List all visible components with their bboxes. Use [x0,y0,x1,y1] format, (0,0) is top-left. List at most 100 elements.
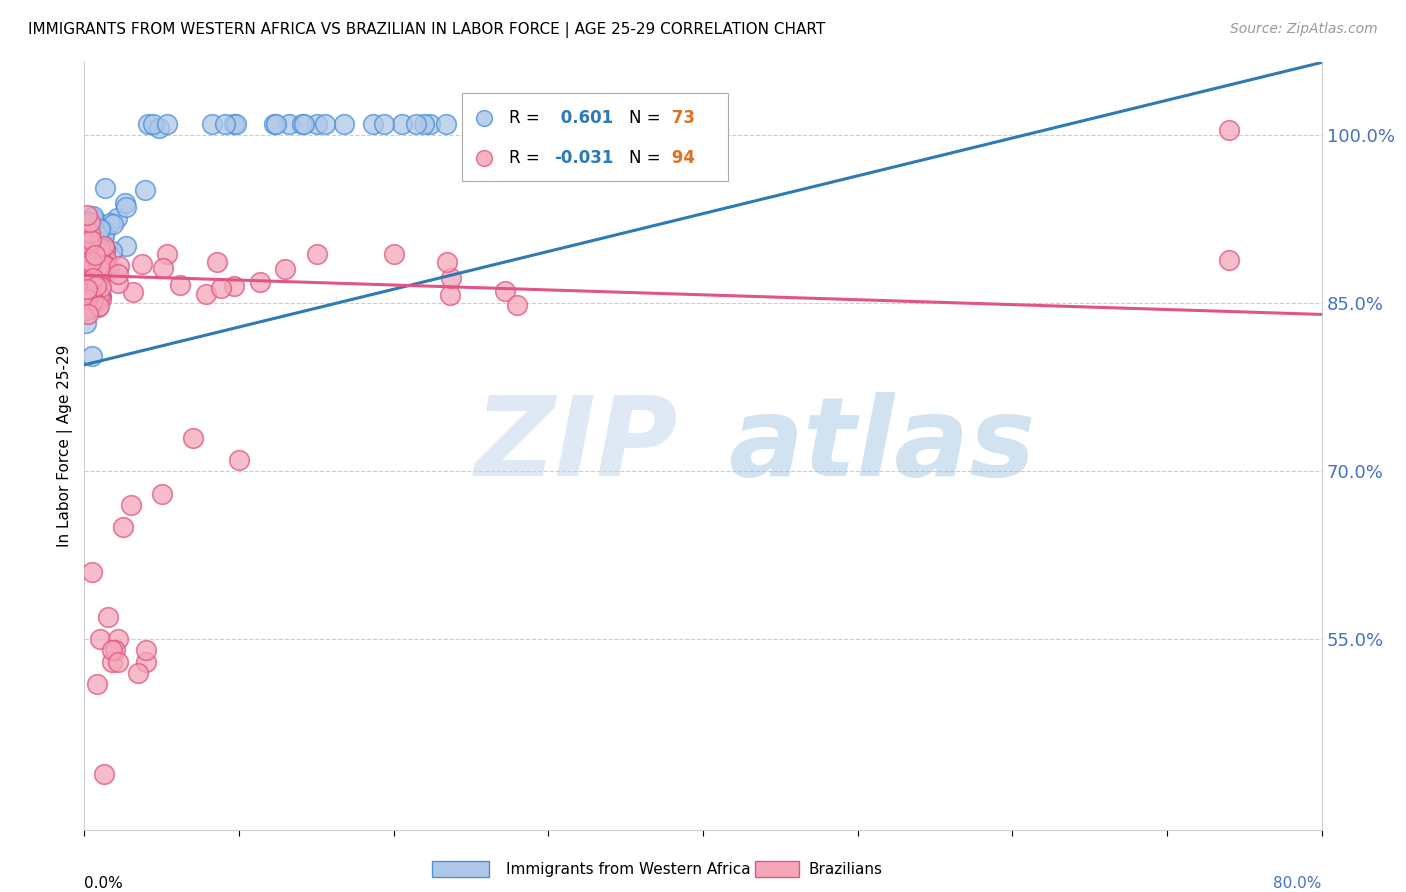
Text: R =: R = [509,109,540,127]
Point [107,655,129,669]
Point [382,247,405,261]
Y-axis label: In Labor Force | Age 25-29: In Labor Force | Age 25-29 [58,345,73,547]
Point [76,289,98,303]
Point [305,117,328,131]
Point [75,277,97,292]
Point [405,117,427,131]
Point [105,211,128,225]
Point [86,677,108,691]
Point [86,230,108,244]
Point [77,244,100,258]
Point [76,208,98,222]
Point [89,241,111,255]
Point [75,250,97,264]
Point [114,195,136,210]
Text: 0.0%: 0.0% [84,876,124,890]
Point [89,262,111,277]
Point [114,200,136,214]
Point [263,117,285,131]
Point [75,290,97,304]
Point [80,233,103,247]
Point [75,280,97,294]
Point [80,298,103,312]
Text: 80.0%: 80.0% [1274,876,1322,890]
Point [363,117,385,131]
Point [84,279,107,293]
Point [94,181,117,195]
Point [80,270,103,285]
Point [84,236,107,251]
Point [76,307,98,321]
Point [76,271,98,285]
Point [89,247,111,261]
Point [333,117,356,131]
Point [224,279,246,293]
Point [75,261,97,276]
Point [84,248,107,262]
Point [572,209,595,223]
Point [79,227,101,241]
Point [156,117,179,131]
Point [436,255,458,269]
Point [75,252,97,267]
Text: R =: R = [509,149,540,167]
Bar [432,861,489,877]
Point [86,275,108,289]
Point [79,253,101,268]
Point [434,117,457,131]
Point [156,247,179,261]
Point [79,285,101,300]
Point [107,277,129,291]
Point [373,117,395,131]
Point [94,244,117,258]
Point [127,665,149,680]
Text: Source: ZipAtlas.com: Source: ZipAtlas.com [1230,22,1378,37]
Point [86,215,108,229]
Point [506,298,529,312]
Point [249,275,271,289]
Text: Brazilians: Brazilians [808,863,883,877]
Point [201,117,224,131]
Point [98,216,121,230]
Point [75,267,97,281]
Point [87,299,110,313]
Point [572,267,595,281]
Point [76,230,98,244]
Point [439,287,461,301]
Point [291,117,314,131]
Point [89,245,111,260]
Point [76,285,98,299]
Point [93,258,115,272]
Point [93,258,115,272]
Point [83,260,105,275]
Text: Immigrants from Western Africa: Immigrants from Western Africa [506,863,751,877]
Point [76,276,98,290]
Point [101,655,124,669]
Point [87,235,110,249]
Text: N =: N = [628,149,661,167]
Point [97,261,120,276]
Point [305,247,328,261]
Point [120,498,142,512]
Point [391,117,413,131]
Point [142,117,165,131]
Point [90,289,112,303]
Text: -0.031: -0.031 [554,149,614,167]
Point [82,211,104,225]
Point [89,222,111,236]
Point [75,269,97,284]
Point [87,260,110,274]
Point [77,282,100,296]
Point [228,453,250,467]
Point [94,242,117,256]
Point [87,289,110,303]
Point [222,117,245,131]
Point [169,277,191,292]
Point [83,259,105,273]
Point [97,264,120,278]
Point [152,261,174,276]
Point [75,242,97,256]
Point [75,275,97,289]
Point [277,117,299,131]
Text: 73: 73 [666,109,695,127]
